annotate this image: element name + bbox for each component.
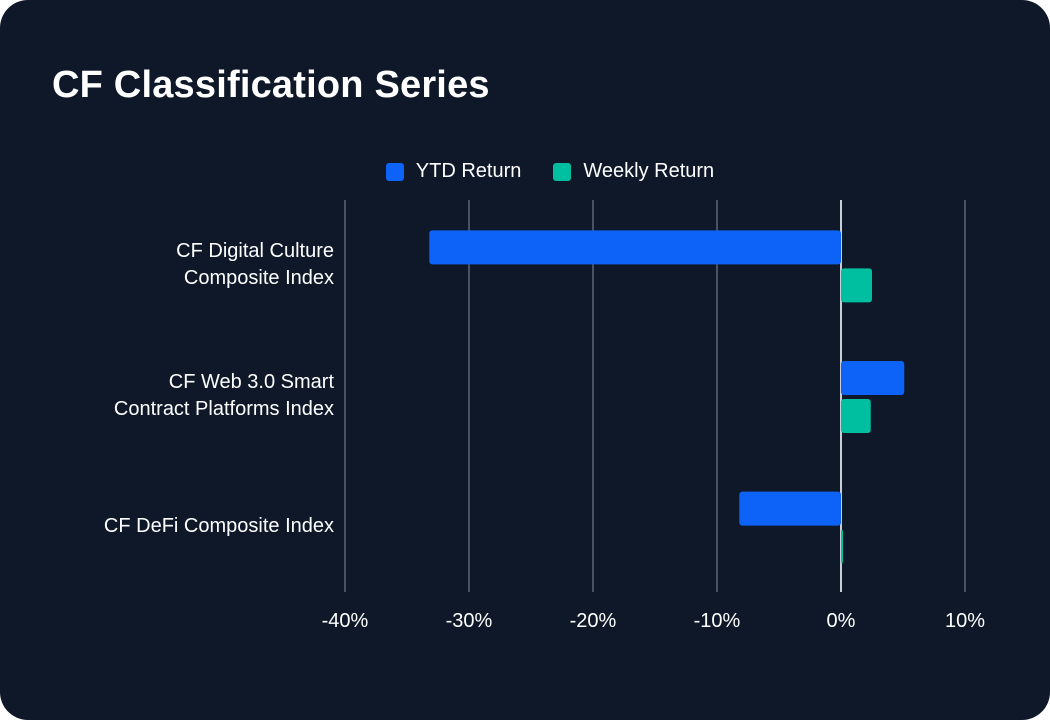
bar-ytd-0[interactable] (429, 230, 841, 265)
category-label-line: CF DeFi Composite Index (103, 515, 334, 538)
legend-label-weekly-return: Weekly Return (583, 160, 715, 182)
bar-ytd-2[interactable] (739, 491, 841, 526)
bar-weekly-0[interactable] (841, 268, 872, 303)
x-tick-label: -20% (569, 610, 617, 632)
x-tick-label: -40% (321, 610, 369, 632)
chart-title: CF Classification Series (52, 64, 490, 106)
legend-item-weekly-return[interactable]: Weekly Return (553, 160, 714, 183)
chart-legend: YTD Return Weekly Return (0, 160, 1050, 183)
category-label-line: CF Digital Culture (176, 240, 334, 263)
category-label-line: Contract Platforms Index (113, 398, 334, 420)
x-tick-label: -10% (693, 610, 741, 632)
legend-swatch-weekly-return (553, 162, 572, 181)
category-label-0: CF Digital Culture Composite Index (34, 238, 334, 292)
category-label-line: CF Web 3.0 Smart (168, 371, 334, 393)
legend-label-ytd-return: YTD Return (415, 160, 522, 182)
category-label-1: CF Web 3.0 Smart Contract Platforms Index (34, 369, 334, 423)
category-label-line: Composite Index (183, 267, 334, 290)
category-label-2: CF DeFi Composite Index (34, 513, 334, 540)
bar-weekly-1[interactable] (841, 399, 871, 433)
legend-item-ytd-return[interactable]: YTD Return (385, 160, 522, 183)
x-tick-label: 10% (944, 610, 986, 632)
bar-ytd-1[interactable] (841, 361, 905, 395)
bar-weekly-2[interactable] (841, 529, 843, 564)
legend-swatch-ytd-return (385, 162, 404, 181)
x-tick-label: 0% (826, 610, 856, 632)
x-tick-label: -30% (445, 610, 493, 632)
